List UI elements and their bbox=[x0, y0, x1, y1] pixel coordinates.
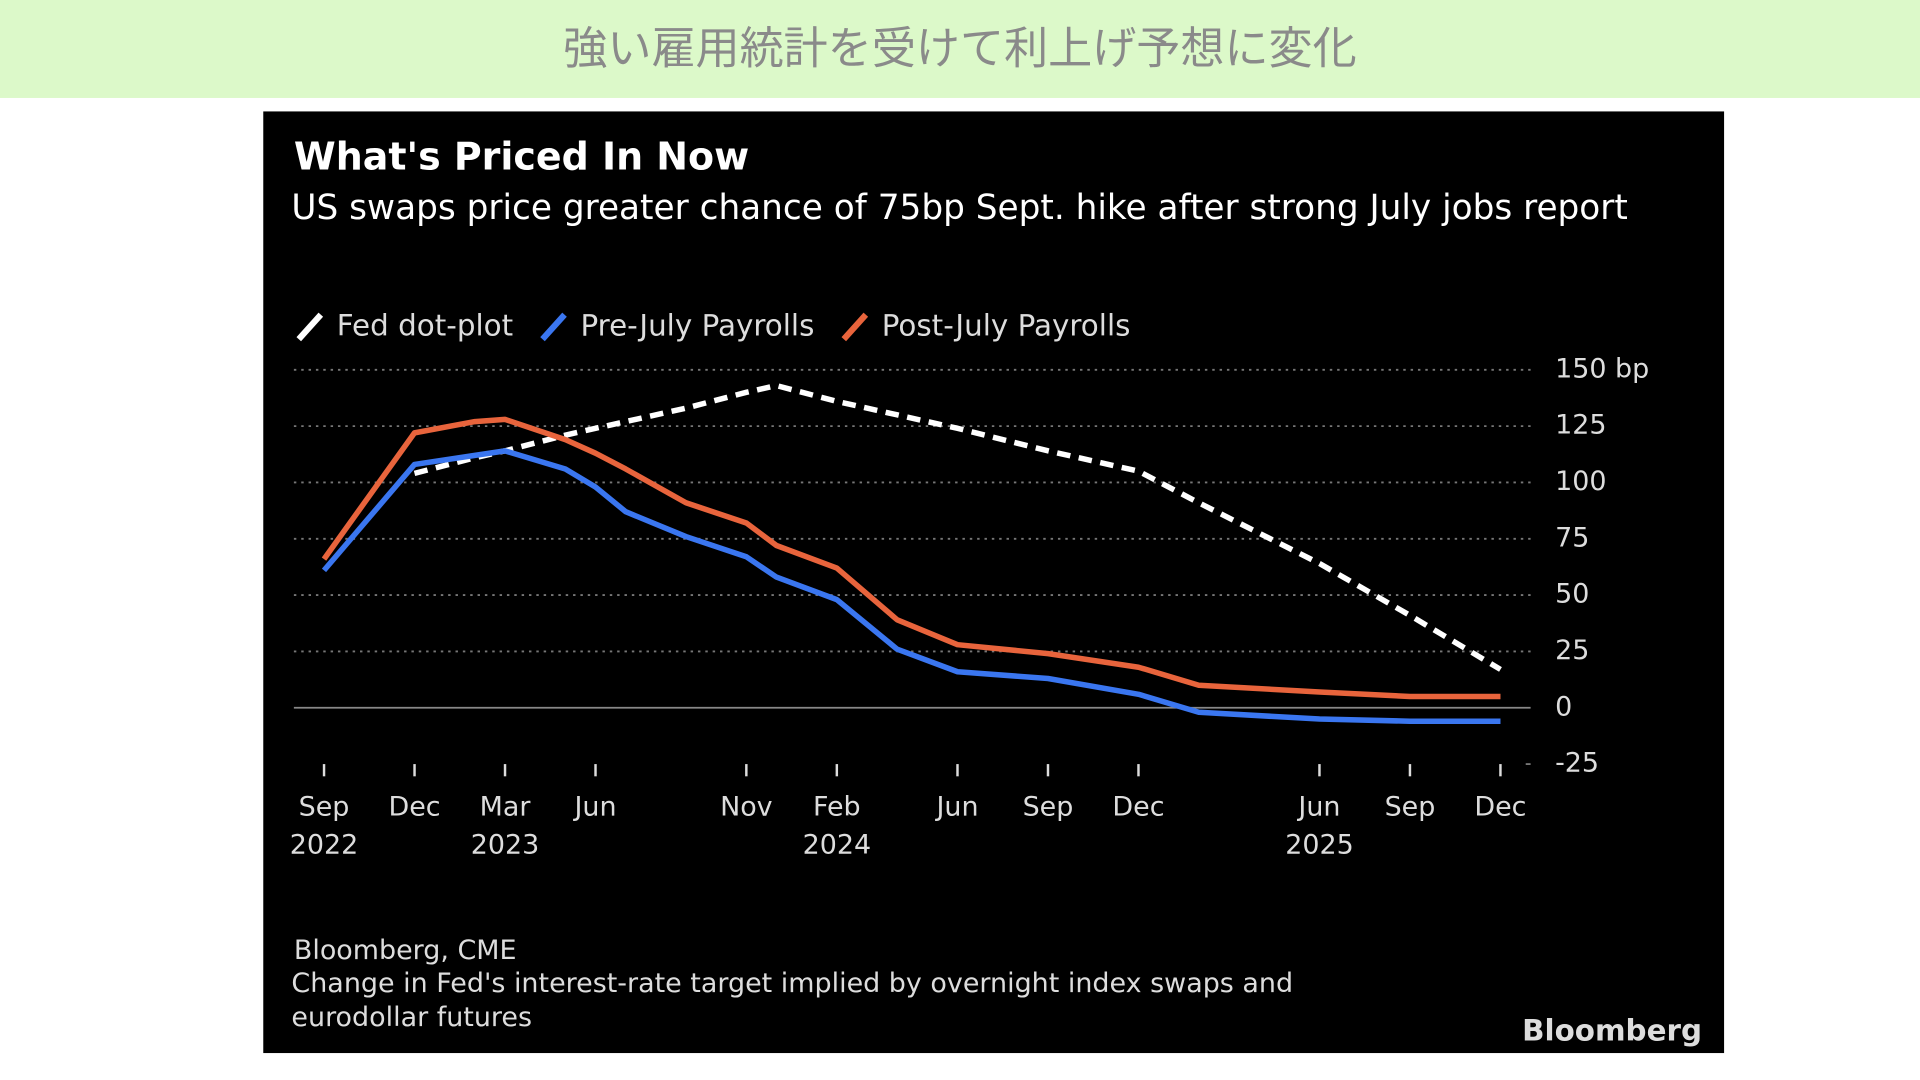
banner bbox=[0, 0, 1920, 98]
legend-label: Post-July Payrolls bbox=[882, 308, 1131, 342]
source: Bloomberg, CME bbox=[294, 935, 517, 966]
legend-swatch bbox=[841, 312, 869, 342]
y-tick-label: 25 bbox=[1555, 635, 1589, 666]
x-tick-label: Feb bbox=[813, 792, 861, 823]
x-tick-year: 2024 bbox=[803, 830, 872, 861]
logo: Bloomberg bbox=[1522, 1014, 1702, 1048]
y-tick-label: 0 bbox=[1555, 691, 1572, 722]
legend-swatch bbox=[296, 312, 324, 342]
series-line bbox=[321, 448, 1501, 724]
y-tick-label: 125 bbox=[1555, 410, 1606, 441]
series-line bbox=[321, 416, 1501, 700]
subtitle-box: US swaps price greater chance of 75bp Se… bbox=[291, 187, 1628, 228]
x-tick-label: Mar bbox=[480, 792, 532, 823]
x-tick-label: Sep bbox=[299, 792, 350, 823]
x-tick-year: 2022 bbox=[290, 830, 359, 861]
y-tick-label: 100 bbox=[1555, 466, 1606, 497]
x-tick-label: Dec bbox=[1112, 792, 1164, 823]
x-tick-label: Sep bbox=[1023, 792, 1074, 823]
chart-title: What's Priced In Now bbox=[294, 135, 749, 179]
legend-swatch bbox=[540, 312, 567, 342]
x-tick-label: Jun bbox=[572, 792, 616, 823]
x-tick-label: Dec bbox=[388, 792, 440, 823]
y-tick-label: 50 bbox=[1555, 579, 1589, 610]
y-tick-label: -25 bbox=[1555, 748, 1599, 779]
x-tick-label: Nov bbox=[720, 792, 773, 823]
legend-label: Fed dot-plot bbox=[337, 308, 513, 342]
legend-label: Pre-July Payrolls bbox=[580, 308, 814, 342]
x-tick-year: 2023 bbox=[471, 830, 540, 861]
x-tick-label: Sep bbox=[1385, 792, 1436, 823]
y-tick-label: 150 bp bbox=[1555, 353, 1649, 384]
x-tick-label: Jun bbox=[1296, 792, 1340, 823]
chart-note: Change in Fed's interest-rate target imp… bbox=[291, 968, 1294, 1034]
x-tick-year: 2025 bbox=[1285, 830, 1354, 861]
chart-panel bbox=[263, 111, 1725, 1054]
x-tick-label: Jun bbox=[934, 792, 978, 823]
note-box: Change in Fed's interest-rate target imp… bbox=[291, 968, 1294, 1034]
y-tick-label: 75 bbox=[1555, 522, 1589, 553]
banner-title: 強い雇用統計を受けて利上げ予想に変化 bbox=[563, 23, 1356, 74]
chart-subtitle: US swaps price greater chance of 75bp Se… bbox=[291, 187, 1628, 228]
x-tick-label: Dec bbox=[1474, 792, 1526, 823]
